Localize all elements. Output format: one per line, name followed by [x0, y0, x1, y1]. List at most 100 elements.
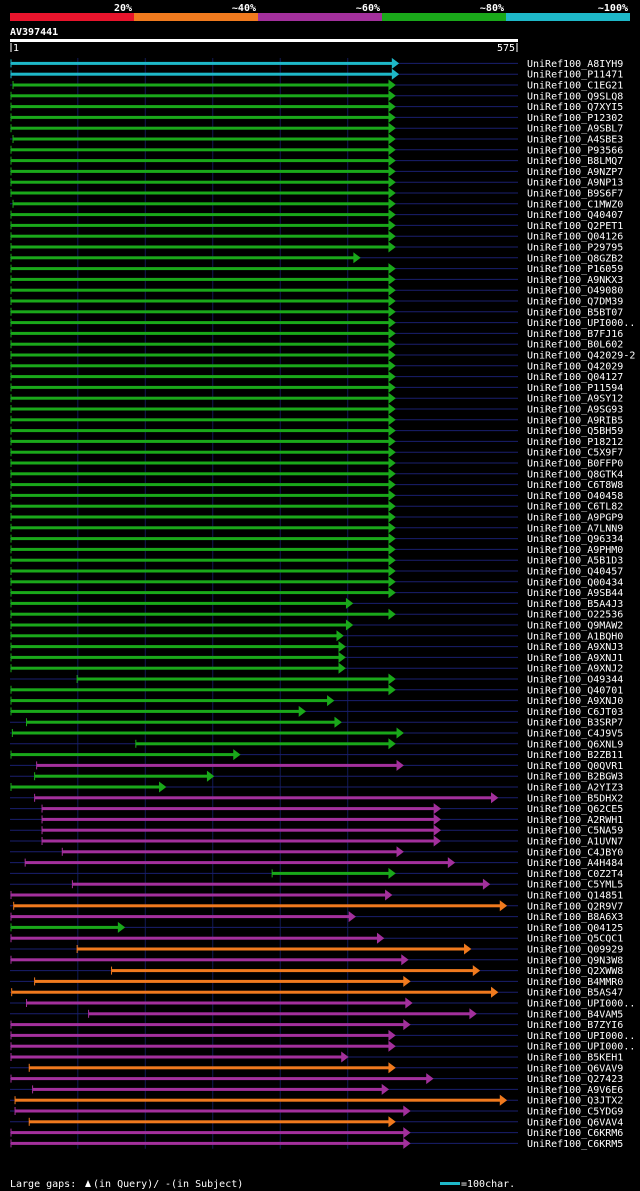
- hit-end-arrow: [405, 997, 413, 1009]
- hit-end-arrow: [388, 187, 396, 199]
- hit-bar: [26, 1001, 407, 1005]
- hit-label: UniRef100_Q62CE5: [527, 804, 623, 815]
- hit-end-arrow: [388, 1116, 396, 1128]
- hit-end-arrow: [391, 57, 400, 69]
- query-bar: [10, 39, 518, 42]
- hit-bar: [11, 1023, 405, 1027]
- hit-end-arrow: [388, 165, 396, 177]
- hit-end-arrow: [341, 1051, 349, 1063]
- hit-end-arrow: [433, 824, 441, 836]
- hit-label: UniRef100_B2ZB11: [527, 750, 623, 761]
- hit-bar: [11, 493, 390, 497]
- hit-bar: [11, 1055, 343, 1059]
- hit-bar: [34, 796, 493, 800]
- hit-label: UniRef100_P11594: [527, 383, 623, 394]
- hit-bar: [11, 526, 390, 530]
- hit-bar: [11, 353, 390, 357]
- hit-label: UniRef100_Q09929: [527, 945, 623, 956]
- hit-label: UniRef100_P18212: [527, 437, 623, 448]
- hit-end-arrow: [396, 759, 404, 771]
- hit-end-arrow: [388, 1029, 396, 1041]
- hit-label: UniRef100_C4JBY0: [527, 847, 623, 858]
- hit-bar: [11, 580, 390, 584]
- hit-bar: [11, 1141, 405, 1145]
- hit-end-arrow: [388, 543, 396, 555]
- hit-bar: [11, 277, 390, 281]
- footer-gaps-prefix: Large gaps:: [10, 1179, 76, 1190]
- hit-label: UniRef100_Q04125: [527, 923, 623, 934]
- hit-end-arrow: [388, 230, 396, 242]
- hit-bar: [11, 191, 390, 195]
- hit-end-arrow: [388, 133, 396, 145]
- query-gap-icon: [85, 1180, 91, 1187]
- hit-bar: [11, 601, 348, 605]
- hit-end-arrow: [348, 911, 356, 923]
- hit-label: UniRef100_C1EG21: [527, 81, 623, 92]
- identity-legend-label: 20%: [114, 3, 132, 14]
- hit-label: UniRef100_Q6XNL9: [527, 739, 623, 750]
- hit-label: UniRef100_C6TL82: [527, 502, 623, 513]
- hit-label: UniRef100_A9XNJ3: [527, 642, 623, 653]
- hit-label: UniRef100_Q8GZB2: [527, 253, 623, 264]
- hit-label: UniRef100_Q3JTX2: [527, 1096, 623, 1107]
- hit-label: UniRef100_Q14851: [527, 891, 623, 902]
- hit-label: UniRef100_Q8GTK4: [527, 469, 623, 480]
- hit-end-arrow: [327, 695, 335, 707]
- hit-bar: [11, 753, 235, 757]
- hit-label: UniRef100_O40458: [527, 491, 623, 502]
- hit-label: UniRef100_A1BQH0: [527, 631, 623, 642]
- hit-label: UniRef100_A9SG93: [527, 405, 623, 416]
- hit-bar: [11, 958, 403, 962]
- hit-end-arrow: [388, 338, 396, 350]
- hit-label: UniRef100_Q9SLQ8: [527, 91, 623, 102]
- hit-bar: [11, 310, 390, 314]
- hit-bar: [11, 169, 390, 173]
- hit-end-arrow: [403, 1137, 411, 1149]
- hit-bar: [11, 655, 341, 659]
- hit-bar: [11, 990, 493, 994]
- hit-end-arrow: [388, 111, 396, 123]
- hit-bar: [11, 321, 390, 325]
- hit-end-arrow: [388, 867, 396, 879]
- hit-label: UniRef100_Q04127: [527, 372, 623, 383]
- hit-label: UniRef100_UPI000..: [527, 1031, 635, 1042]
- identity-legend-bar: [506, 13, 630, 21]
- hit-label: UniRef100_P93566: [527, 145, 623, 156]
- footer-scale-label: =100char.: [461, 1179, 515, 1190]
- hit-label: UniRef100_Q6VAV9: [527, 1063, 623, 1074]
- hit-label: UniRef100_Q9MAW2: [527, 621, 623, 632]
- hit-label: UniRef100_B5A4J3: [527, 599, 623, 610]
- hit-end-arrow: [472, 965, 481, 977]
- hit-end-arrow: [388, 684, 396, 696]
- hit-label: UniRef100_B5AS47: [527, 988, 623, 999]
- hit-label: UniRef100_C5YDG9: [527, 1107, 623, 1118]
- hit-bar: [11, 288, 390, 292]
- hit-end-arrow: [388, 122, 396, 134]
- hit-label: UniRef100_B5DHX2: [527, 793, 623, 804]
- hit-bar: [11, 256, 355, 260]
- hit-end-arrow: [403, 975, 411, 987]
- hit-end-arrow: [338, 641, 346, 653]
- hit-label: UniRef100_Q04126: [527, 232, 623, 243]
- hit-bar: [11, 299, 390, 303]
- hit-end-arrow: [388, 295, 396, 307]
- hit-end-arrow: [388, 587, 396, 599]
- hit-end-arrow: [338, 651, 346, 663]
- hit-bar: [11, 213, 390, 217]
- hit-label: UniRef100_Q7XYI5: [527, 102, 623, 113]
- query-name: AV397441: [10, 27, 58, 38]
- hit-end-arrow: [388, 198, 396, 210]
- hit-label: UniRef100_Q40457: [527, 567, 623, 578]
- hit-label: UniRef100_B3SRP7: [527, 718, 623, 729]
- hit-end-arrow: [388, 489, 396, 501]
- hit-bar: [11, 342, 390, 346]
- hit-bar: [11, 925, 120, 929]
- hit-bar: [135, 742, 390, 746]
- hit-label: UniRef100_B7FJ16: [527, 329, 623, 340]
- hit-bar: [11, 569, 390, 573]
- hit-bar: [111, 969, 475, 973]
- hit-bar: [11, 148, 390, 152]
- hit-end-arrow: [388, 241, 396, 253]
- hit-label: UniRef100_Q96334: [527, 534, 623, 545]
- hit-bar: [62, 850, 399, 854]
